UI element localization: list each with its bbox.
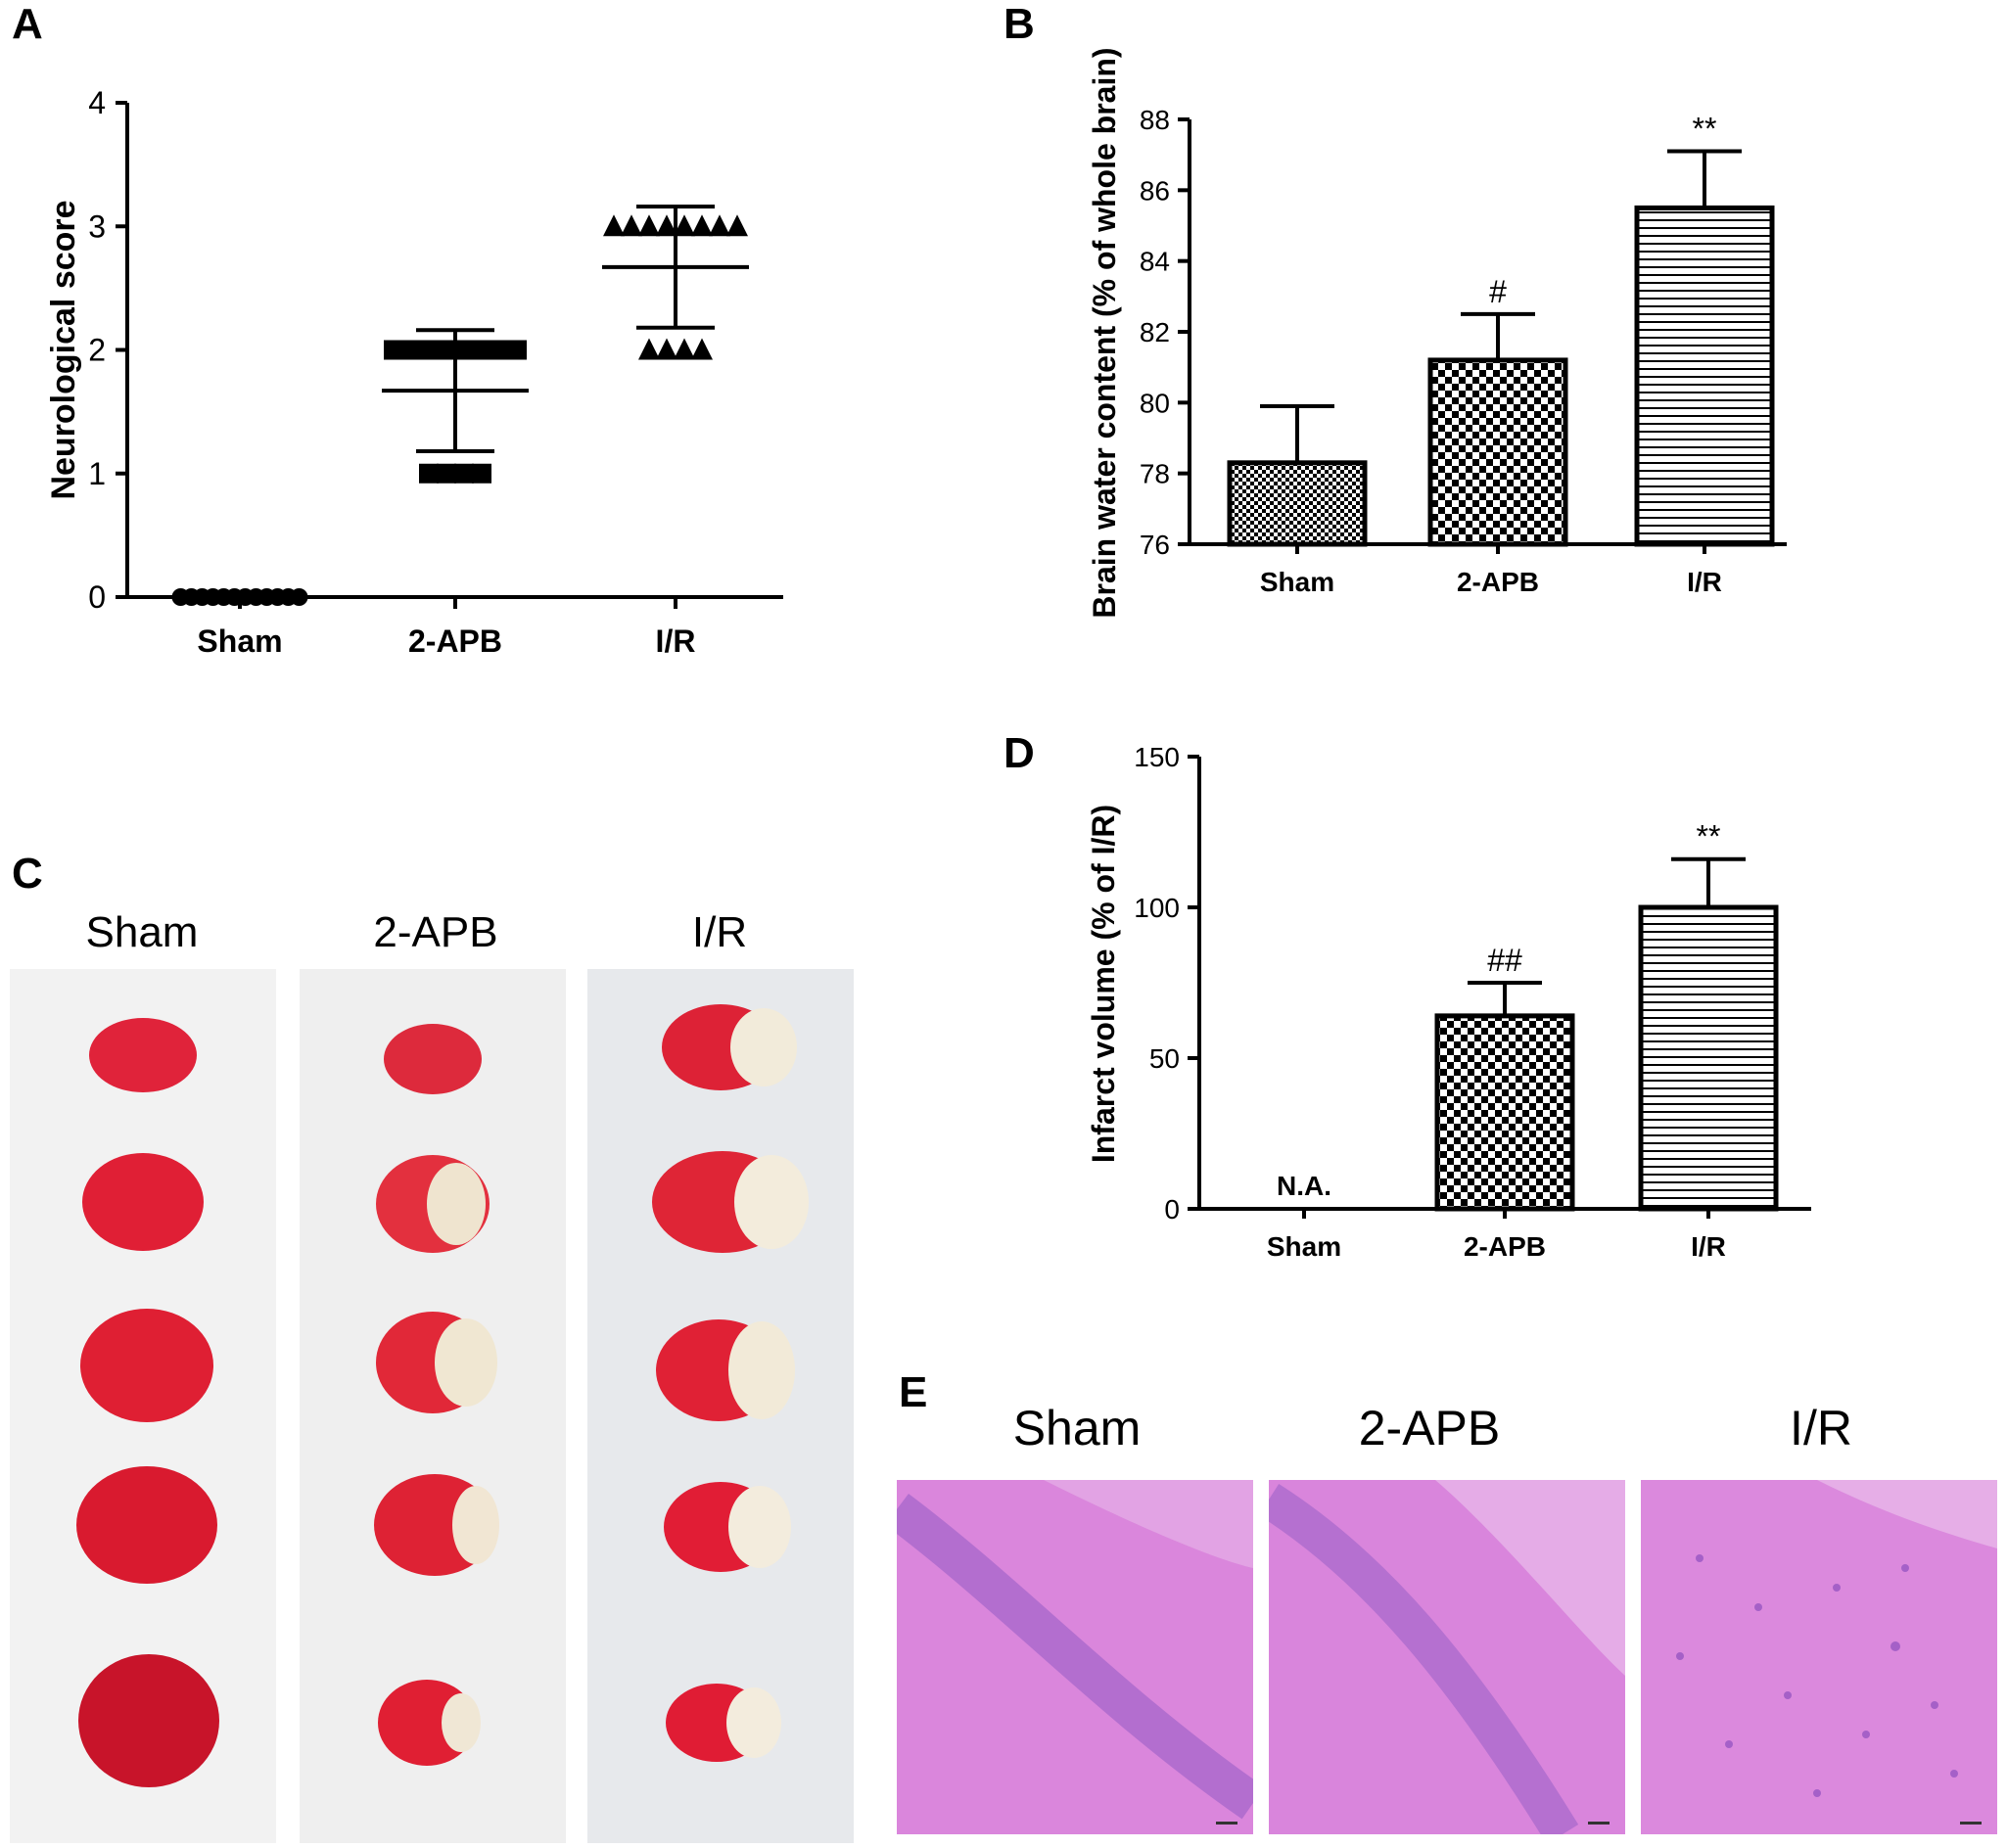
bar bbox=[1434, 1013, 1575, 1212]
significance-label: ** bbox=[1693, 112, 1717, 147]
he-title-sham: Sham bbox=[1012, 1401, 1142, 1455]
he-image-sham bbox=[897, 1480, 1253, 1834]
he-title-2apb: 2-APB bbox=[1358, 1401, 1501, 1455]
photo-title-2apb: 2-APB bbox=[373, 908, 498, 956]
y-tick-label: 84 bbox=[1140, 247, 1170, 277]
data-point-square bbox=[454, 463, 474, 484]
photo-column-sham bbox=[10, 969, 276, 1843]
scale-bar bbox=[1588, 1822, 1610, 1825]
he-image-ir bbox=[1641, 1480, 1997, 1834]
panel-letter-d: D bbox=[1004, 729, 1035, 777]
panel-letter-b: B bbox=[1004, 0, 1035, 48]
photo-column-ir bbox=[587, 969, 854, 1843]
data-point-square bbox=[419, 340, 439, 360]
data-point-square bbox=[437, 340, 456, 360]
y-tick-label: 76 bbox=[1140, 530, 1170, 560]
y-axis-label: Neurological score bbox=[45, 200, 82, 499]
data-point-triangle bbox=[638, 338, 660, 360]
x-tick-label: Sham bbox=[197, 624, 282, 659]
data-point-triangle bbox=[656, 338, 677, 360]
x-tick-label: 2-APB bbox=[1457, 567, 1539, 597]
data-point-triangle bbox=[656, 214, 677, 237]
panel-letter-e: E bbox=[899, 1368, 928, 1416]
y-tick-label: 88 bbox=[1140, 105, 1170, 135]
x-tick-label: Sham bbox=[1260, 567, 1334, 597]
bar bbox=[1638, 904, 1779, 1212]
x-tick-label: 2-APB bbox=[1464, 1231, 1546, 1262]
panel-c-photos: Sham 2-APB I/R bbox=[0, 901, 862, 1843]
data-point-square bbox=[454, 340, 474, 360]
brain-slices-ir bbox=[652, 1004, 809, 1762]
bar bbox=[1634, 205, 1775, 547]
y-axis-label: Brain water content (% of whole brain) bbox=[1087, 47, 1122, 618]
chart-brain-water-content: 76 78 80 82 84 86 88 Brain water content (% of … bbox=[1087, 47, 1787, 619]
data-point-square bbox=[472, 340, 491, 360]
y-tick-label: 78 bbox=[1140, 459, 1170, 489]
significance-label: ## bbox=[1487, 943, 1522, 978]
photo-column-2apb bbox=[300, 969, 566, 1843]
panel-letter-c: C bbox=[12, 850, 43, 898]
scale-bar bbox=[1960, 1822, 1982, 1825]
y-tick-label: 100 bbox=[1134, 893, 1180, 923]
photo-title-sham: Sham bbox=[85, 908, 199, 956]
x-tick-label: I/R bbox=[1687, 567, 1722, 597]
chart-infarct-volume: 0 50 100 150 Infarct volume (% of I/R) Sham N.… bbox=[1086, 742, 1811, 1262]
y-tick-label: 82 bbox=[1140, 317, 1170, 347]
data-point-square bbox=[401, 340, 421, 360]
y-tick-label: 1 bbox=[88, 456, 106, 491]
data-point-square bbox=[507, 340, 527, 360]
data-point-circle bbox=[290, 588, 308, 606]
x-tick-label: I/R bbox=[1691, 1231, 1726, 1262]
y-tick-label: 86 bbox=[1140, 175, 1170, 206]
y-tick-label: 0 bbox=[88, 579, 106, 615]
y-tick-label: 4 bbox=[88, 85, 106, 120]
data-point-triangle bbox=[691, 338, 713, 360]
data-point-triangle bbox=[638, 214, 660, 237]
data-point-triangle bbox=[621, 214, 642, 237]
photo-title-ir: I/R bbox=[691, 908, 748, 956]
y-tick-label: 0 bbox=[1164, 1194, 1180, 1224]
scale-bar bbox=[1216, 1822, 1237, 1825]
x-tick-label: Sham bbox=[1267, 1231, 1341, 1262]
brain-slices-2apb bbox=[374, 1024, 499, 1766]
data-point-square bbox=[472, 463, 491, 484]
data-point-triangle bbox=[726, 214, 748, 237]
he-image-2apb bbox=[1269, 1480, 1625, 1834]
panel-e-histology: Sham 2-APB I/R bbox=[891, 1390, 2007, 1843]
data-point-triangle bbox=[709, 214, 730, 237]
x-tick-label: 2-APB bbox=[408, 624, 502, 659]
data-point-triangle bbox=[674, 214, 695, 237]
panel-letter-a: A bbox=[12, 0, 43, 48]
na-label: N.A. bbox=[1277, 1171, 1331, 1201]
data-point-triangle bbox=[691, 214, 713, 237]
data-point-triangle bbox=[674, 338, 695, 360]
bar bbox=[1227, 460, 1368, 547]
y-tick-label: 80 bbox=[1140, 388, 1170, 418]
data-point-square bbox=[490, 340, 509, 360]
data-point-square bbox=[437, 463, 456, 484]
significance-label: # bbox=[1489, 274, 1507, 309]
bar bbox=[1427, 357, 1568, 547]
chart-neurological-score: 0 1 2 3 4 Sham 2-APB I/R Neurological score bbox=[45, 85, 783, 659]
data-point-square bbox=[419, 463, 439, 484]
data-point-triangle bbox=[603, 214, 625, 237]
y-tick-label: 3 bbox=[88, 208, 106, 244]
significance-label: ** bbox=[1697, 819, 1721, 855]
he-title-ir: I/R bbox=[1790, 1401, 1852, 1455]
data-point-square bbox=[384, 340, 403, 360]
brain-slices-sham bbox=[76, 1018, 219, 1787]
y-tick-label: 2 bbox=[88, 333, 106, 368]
y-tick-label: 50 bbox=[1149, 1043, 1180, 1074]
y-axis-label: Infarct volume (% of I/R) bbox=[1086, 805, 1121, 1163]
y-tick-label: 150 bbox=[1134, 742, 1180, 772]
x-tick-label: I/R bbox=[656, 624, 696, 659]
